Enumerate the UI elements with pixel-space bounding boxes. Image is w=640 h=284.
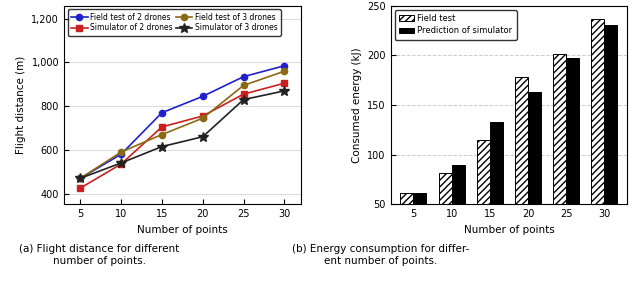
Simulator of 2 drones: [239, 93, 247, 96]
X-axis label: Number of points: Number of points: [463, 225, 554, 235]
Bar: [490, 122, 503, 254]
Field test of 2 drones: [158, 111, 166, 114]
Field test of 3 drones: [76, 177, 84, 180]
Bar: [515, 77, 528, 254]
Simulator of 3 drones: [280, 89, 288, 93]
Bar: [452, 165, 465, 254]
Line: Simulator of 2 drones: Simulator of 2 drones: [77, 80, 287, 191]
Field test of 3 drones: [280, 70, 288, 73]
Field test of 2 drones: [117, 153, 125, 156]
Simulator of 2 drones: [76, 186, 84, 190]
Field test of 2 drones: [239, 75, 247, 78]
Line: Field test of 3 drones: Field test of 3 drones: [77, 68, 287, 181]
Text: (a) Flight distance for different
number of points.: (a) Flight distance for different number…: [19, 244, 179, 266]
Legend: Field test, Prediction of simulator: Field test, Prediction of simulator: [395, 10, 516, 39]
Bar: [401, 193, 413, 254]
Bar: [591, 19, 604, 254]
Bar: [438, 173, 452, 254]
Bar: [477, 140, 490, 254]
Field test of 3 drones: [199, 116, 207, 120]
Field test of 2 drones: [199, 95, 207, 98]
Text: (b) Energy consumption for differ-
ent number of points.: (b) Energy consumption for differ- ent n…: [292, 244, 470, 266]
Bar: [566, 59, 579, 254]
Simulator of 2 drones: [280, 82, 288, 85]
Legend: Field test of 2 drones, Simulator of 2 drones, Field test of 3 drones, Simulator: Field test of 2 drones, Simulator of 2 d…: [68, 9, 280, 36]
X-axis label: Number of points: Number of points: [137, 225, 228, 235]
Simulator of 3 drones: [239, 98, 247, 101]
Bar: [604, 25, 617, 254]
Simulator of 2 drones: [158, 125, 166, 129]
Field test of 3 drones: [158, 133, 166, 136]
Bar: [413, 193, 426, 254]
Bar: [553, 55, 566, 254]
Bar: [528, 92, 541, 254]
Simulator of 3 drones: [158, 145, 166, 148]
Simulator of 3 drones: [76, 177, 84, 180]
Simulator of 3 drones: [117, 161, 125, 165]
Simulator of 3 drones: [199, 135, 207, 139]
Line: Field test of 2 drones: Field test of 2 drones: [77, 63, 287, 181]
Y-axis label: Consumed energy (kJ): Consumed energy (kJ): [351, 47, 362, 163]
Field test of 3 drones: [239, 84, 247, 87]
Line: Simulator of 3 drones: Simulator of 3 drones: [76, 86, 289, 183]
Y-axis label: Flight distance (m): Flight distance (m): [16, 56, 26, 154]
Simulator of 2 drones: [117, 162, 125, 166]
Simulator of 2 drones: [199, 114, 207, 118]
Field test of 2 drones: [76, 177, 84, 180]
Field test of 2 drones: [280, 64, 288, 68]
Field test of 3 drones: [117, 150, 125, 154]
